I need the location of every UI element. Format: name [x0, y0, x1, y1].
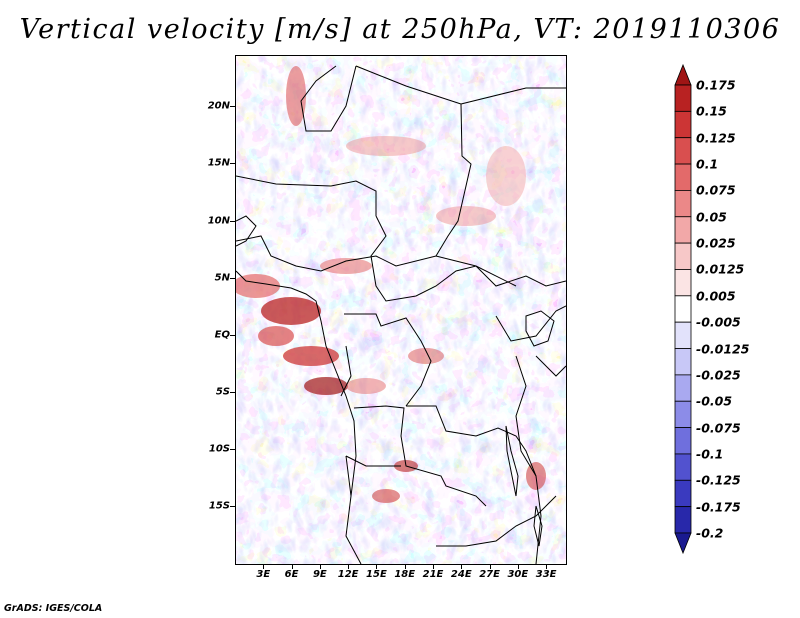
colorbar-bin	[674, 137, 692, 165]
lon-label: 12E	[337, 569, 359, 580]
lon-tick	[348, 564, 350, 569]
lon-label: 3E	[256, 569, 271, 580]
lat-label: 15N	[207, 157, 230, 169]
colorbar-bin	[674, 163, 692, 191]
ascent-patch	[372, 489, 400, 503]
lat-label: 15S	[208, 500, 230, 512]
lon-label: 15E	[366, 569, 387, 580]
colorbar-bin	[674, 427, 692, 455]
lat-label: 5S	[215, 386, 230, 398]
lat-label: 5N	[214, 272, 230, 284]
lon-tick	[517, 564, 519, 569]
colorbar-label: 0.175	[696, 77, 736, 93]
lat-label: 10S	[208, 443, 230, 455]
colorbar-bin	[674, 348, 692, 376]
lat-tick	[230, 163, 235, 165]
colorbar-bin	[674, 374, 692, 402]
colorbar-bin	[674, 216, 692, 244]
colorbar-label: 0.15	[696, 103, 727, 119]
colorbar-label: 0.025	[696, 235, 736, 251]
lon-label: 33E	[535, 569, 557, 580]
strong-ascent-patches	[236, 66, 546, 503]
colorbar-bin	[674, 295, 692, 323]
credit-text: GrADS: IGES/COLA	[4, 603, 103, 614]
country-borders	[236, 65, 566, 564]
map-panel	[235, 55, 567, 565]
lat-label: 20N	[207, 100, 230, 112]
colorbar-label: -0.0125	[696, 341, 750, 357]
colorbar-bin	[674, 453, 692, 481]
colorbar-label: 0.05	[696, 209, 727, 225]
colorbar-label: 0.125	[696, 130, 736, 146]
coastline	[236, 215, 357, 497]
lon-label: 24E	[450, 569, 472, 580]
ascent-patch	[261, 297, 321, 325]
lat-tick	[230, 277, 235, 279]
lakes	[505, 310, 555, 547]
lon-tick	[461, 564, 463, 569]
chart-title: Vertical velocity [m/s] at 250hPa, VT: 2…	[19, 14, 781, 45]
ascent-patch	[258, 326, 294, 346]
colorbar-label: -0.005	[696, 314, 741, 330]
lat-tick	[230, 505, 235, 507]
lat-label: EQ	[214, 329, 230, 341]
ascent-patch	[486, 146, 526, 206]
lat-tick	[230, 334, 235, 336]
colorbar-bin	[674, 400, 692, 428]
colorbar-bin	[674, 506, 692, 534]
colorbar-label: 0.0125	[696, 261, 745, 277]
ascent-patch	[304, 377, 348, 395]
ascent-patch	[346, 378, 386, 394]
colorbar-bin	[674, 110, 692, 139]
lon-label: 18E	[394, 569, 416, 580]
ascent-patch	[436, 206, 496, 226]
ascent-patch	[346, 136, 426, 156]
lon-tick	[376, 564, 378, 569]
ascent-patch	[236, 274, 280, 298]
lon-tick	[546, 564, 548, 569]
colorbar-label: -0.2	[696, 525, 724, 541]
colorbar-label: 0.075	[696, 182, 736, 198]
colorbar-label: -0.175	[696, 499, 741, 515]
lat-tick	[230, 448, 235, 450]
lat-tick	[230, 106, 235, 108]
velocity-field-map	[236, 56, 566, 564]
colorbar-bottom-arrow	[674, 532, 692, 555]
lon-label: 27E	[479, 569, 500, 580]
colorbar-bin	[674, 479, 692, 508]
lon-tick	[291, 564, 293, 569]
colorbar-label: -0.075	[696, 420, 741, 436]
lat-tick	[230, 391, 235, 393]
ascent-patch	[283, 346, 339, 366]
lon-label: 30E	[507, 569, 529, 580]
colorbar-label: -0.05	[696, 393, 733, 409]
lon-tick	[489, 564, 491, 569]
lon-tick	[319, 564, 321, 569]
colorbar-label: -0.125	[696, 472, 741, 488]
ascent-patch	[286, 66, 306, 126]
lon-label: 9E	[312, 569, 327, 580]
colorbar-bin	[674, 321, 692, 349]
colorbar-label: -0.1	[696, 446, 724, 462]
lat-tick	[230, 220, 235, 222]
colorbar-top-arrow	[674, 63, 692, 86]
lat-label: 10N	[207, 215, 230, 227]
colorbar-label: 0.005	[696, 288, 736, 304]
colorbar-bin	[674, 190, 692, 218]
colorbar-label: -0.025	[696, 367, 741, 383]
colorbar-label: 0.1	[696, 156, 719, 172]
lon-label: 21E	[422, 569, 444, 580]
lon-label: 6E	[284, 569, 299, 580]
lon-tick	[433, 564, 434, 569]
colorbar-bin	[674, 269, 692, 297]
ascent-patch	[320, 258, 372, 274]
colorbar-bin	[674, 84, 692, 112]
lon-tick	[263, 564, 265, 569]
lon-tick	[404, 564, 406, 569]
ascent-patch	[408, 348, 444, 364]
colorbar-bin	[674, 242, 692, 270]
